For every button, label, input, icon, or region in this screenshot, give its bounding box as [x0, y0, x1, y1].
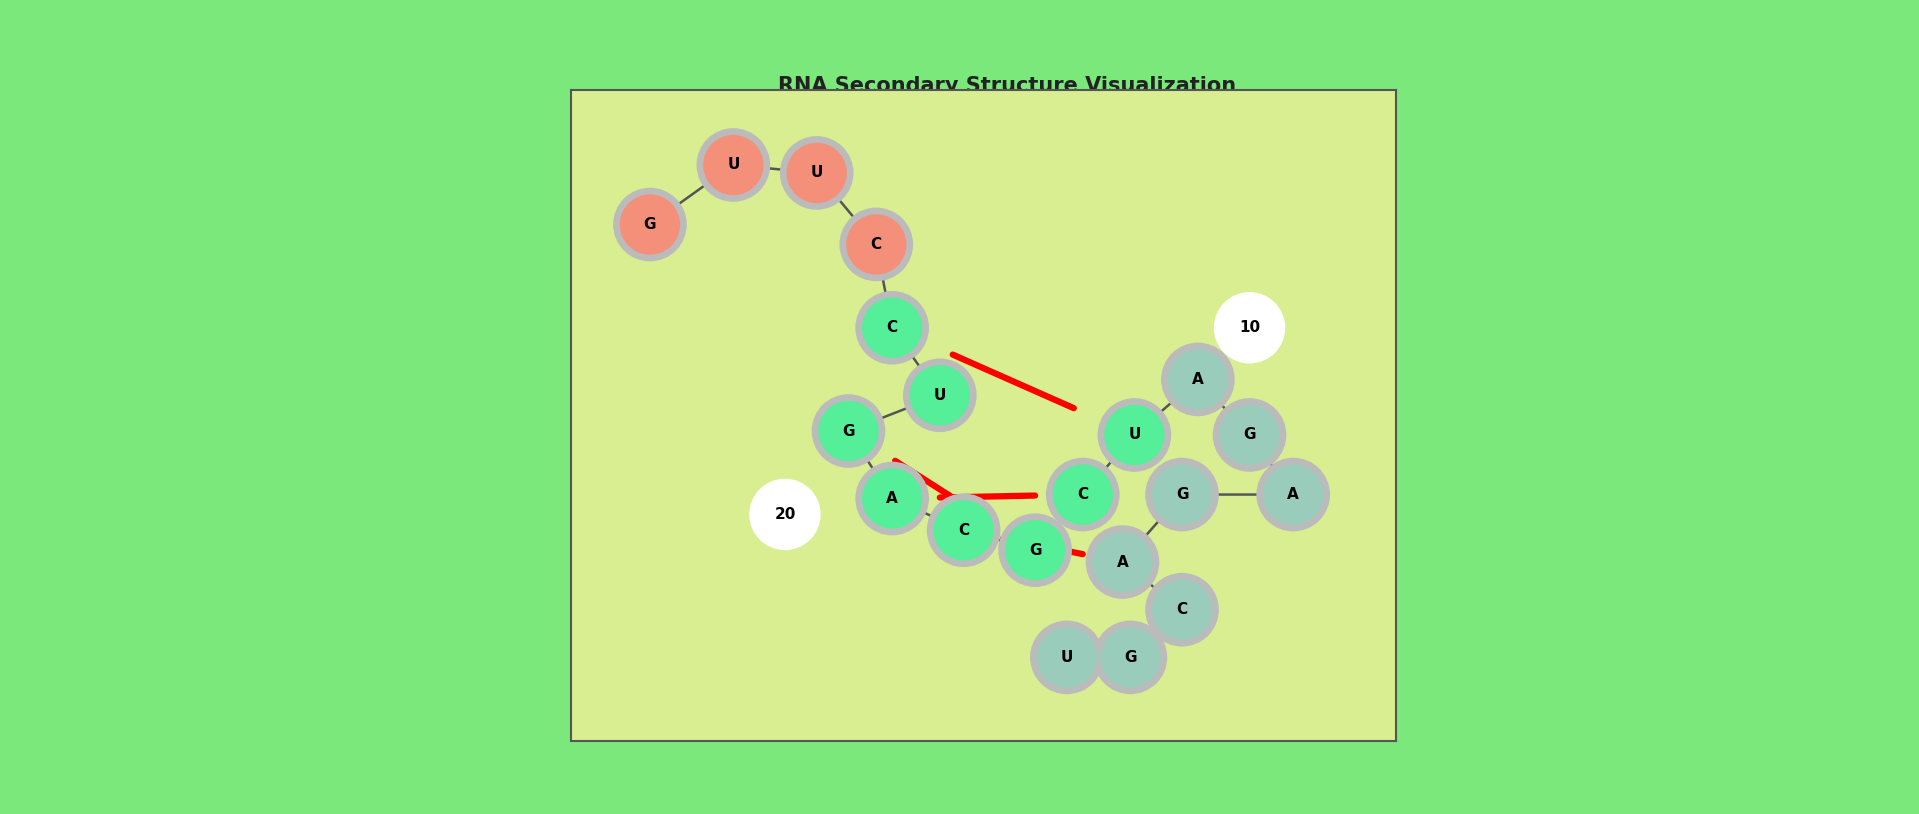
Circle shape	[1031, 620, 1103, 694]
Circle shape	[856, 462, 929, 536]
Circle shape	[1169, 349, 1228, 409]
Circle shape	[1151, 464, 1213, 525]
Text: C: C	[1077, 487, 1088, 502]
Text: G: G	[1176, 487, 1188, 502]
Circle shape	[779, 136, 854, 210]
Circle shape	[1098, 398, 1171, 472]
Circle shape	[998, 514, 1073, 587]
Circle shape	[839, 208, 913, 281]
Text: U: U	[727, 157, 739, 173]
Text: RNA Secondary Structure Visualization: RNA Secondary Structure Visualization	[779, 76, 1236, 95]
Circle shape	[1094, 620, 1167, 694]
Circle shape	[817, 400, 879, 462]
Circle shape	[1215, 292, 1286, 364]
Circle shape	[1161, 343, 1234, 416]
Text: A: A	[1192, 372, 1203, 387]
Circle shape	[702, 135, 764, 195]
Circle shape	[927, 493, 1000, 567]
Circle shape	[812, 394, 885, 468]
Circle shape	[1092, 532, 1153, 593]
Text: C: C	[958, 523, 969, 538]
Circle shape	[1263, 464, 1324, 525]
Text: U: U	[1128, 427, 1140, 443]
Text: G: G	[643, 217, 656, 232]
Circle shape	[856, 291, 929, 365]
Circle shape	[1146, 457, 1219, 532]
Circle shape	[933, 500, 994, 561]
Circle shape	[697, 128, 770, 202]
Circle shape	[1054, 464, 1113, 525]
Text: U: U	[1061, 650, 1073, 665]
Circle shape	[904, 358, 977, 432]
Circle shape	[620, 195, 679, 255]
Circle shape	[862, 298, 923, 358]
Circle shape	[1146, 573, 1219, 646]
Circle shape	[1219, 405, 1280, 465]
Circle shape	[614, 188, 687, 261]
Text: A: A	[1117, 554, 1128, 570]
Text: G: G	[1244, 427, 1255, 443]
Text: G: G	[1029, 543, 1042, 558]
Circle shape	[1086, 525, 1159, 599]
Circle shape	[1213, 398, 1286, 472]
Text: A: A	[1288, 487, 1299, 502]
Circle shape	[1151, 580, 1213, 640]
Circle shape	[1036, 627, 1098, 688]
Circle shape	[1046, 457, 1119, 532]
Text: C: C	[1176, 602, 1188, 617]
Circle shape	[846, 214, 906, 274]
Circle shape	[1257, 457, 1330, 532]
Text: C: C	[887, 320, 898, 335]
Text: U: U	[935, 387, 946, 403]
Text: A: A	[887, 491, 898, 506]
Circle shape	[748, 479, 821, 550]
Circle shape	[1100, 627, 1161, 688]
Text: C: C	[871, 237, 883, 252]
Text: G: G	[1125, 650, 1136, 665]
Circle shape	[862, 468, 923, 529]
Circle shape	[787, 142, 846, 204]
Text: 10: 10	[1240, 320, 1261, 335]
Circle shape	[1103, 405, 1165, 465]
Circle shape	[1006, 520, 1065, 580]
Circle shape	[910, 365, 969, 426]
Text: 20: 20	[773, 507, 796, 522]
Text: U: U	[810, 165, 823, 181]
Text: G: G	[842, 423, 854, 439]
